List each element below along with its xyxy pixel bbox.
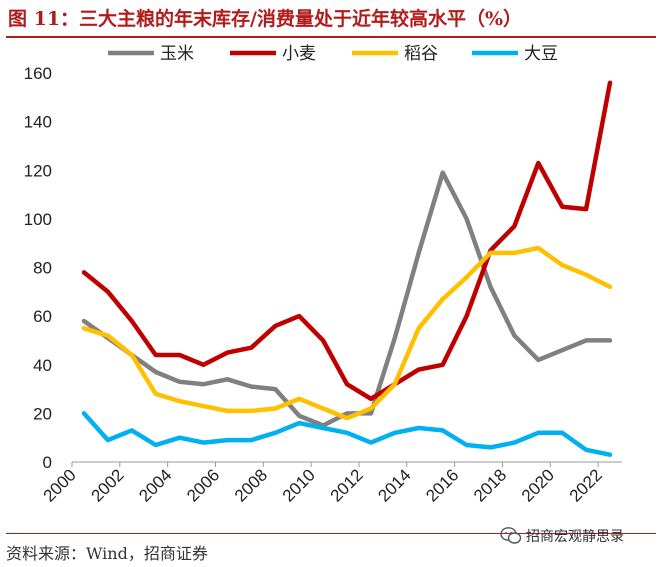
y-tick-label: 0	[43, 453, 52, 472]
watermark-text: 招商宏观静思录	[526, 529, 624, 545]
y-tick-label: 20	[33, 404, 52, 423]
x-tick-label: 2016	[422, 465, 462, 505]
x-tick-label: 2002	[87, 465, 127, 505]
legend: 玉米 小麦 稻谷 大豆	[108, 44, 558, 64]
x-tick-label: 2004	[135, 465, 175, 505]
y-tick-label: 140	[24, 113, 52, 132]
x-tick-label: 2010	[279, 465, 319, 505]
x-tick-label: 2008	[231, 465, 271, 505]
watermark: 招商宏观静思录	[500, 526, 624, 546]
y-tick-label: 120	[24, 161, 52, 180]
x-tick-label: 2018	[470, 465, 510, 505]
figure-title: 图 11：三大主粮的年末库存/消费量处于近年较高水平（%）	[8, 8, 523, 30]
series-line-大豆	[81, 411, 613, 457]
series-line-稻谷	[81, 245, 613, 421]
legend-label: 玉米	[160, 44, 194, 64]
title-rule	[6, 36, 656, 38]
y-tick-label: 80	[33, 259, 52, 278]
source-note: 资料来源：Wind，招商证券	[6, 544, 208, 563]
y-tick-label: 60	[33, 307, 52, 326]
legend-label: 稻谷	[404, 44, 438, 64]
y-tick-label: 40	[33, 356, 52, 375]
series-layer	[81, 80, 613, 457]
series-line-玉米	[81, 170, 613, 428]
x-tick-label: 2012	[327, 465, 367, 505]
series-line-小麦	[81, 80, 613, 402]
x-tick-label: 2022	[566, 465, 606, 505]
x-tick-label: 2014	[374, 465, 414, 505]
x-tick-label: 2020	[518, 465, 558, 505]
footer-rule	[6, 533, 656, 534]
y-tick-label: 100	[24, 210, 52, 229]
legend-label: 大豆	[524, 44, 558, 64]
y-tick-label: 160	[24, 64, 52, 83]
x-tick-label: 2006	[183, 465, 223, 505]
legend-label: 小麦	[282, 44, 316, 64]
wechat-icon	[500, 527, 522, 544]
